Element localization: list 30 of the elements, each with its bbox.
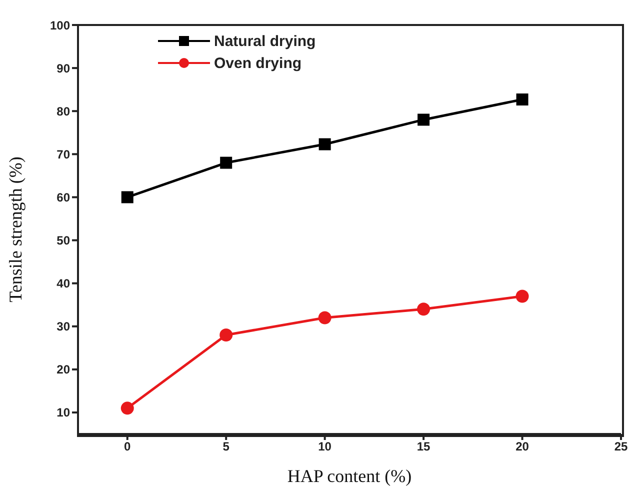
x-tick-label: 0 <box>124 440 132 454</box>
point <box>318 311 332 324</box>
point <box>220 156 232 169</box>
x-tick-label: 25 <box>614 440 628 454</box>
y-tick-label: 100 <box>50 18 70 32</box>
point <box>417 302 430 316</box>
y-tick-label: 70 <box>56 147 70 162</box>
x-tick-label: 5 <box>222 440 230 454</box>
point <box>220 328 233 342</box>
y-tick-label: 50 <box>56 234 70 248</box>
point <box>120 402 134 415</box>
x-axis-title: HAP content (%) <box>287 466 412 486</box>
point <box>318 138 331 150</box>
y-tick-label: 80 <box>56 104 70 118</box>
y-tick-label: 60 <box>56 190 70 204</box>
point <box>516 290 529 303</box>
x-tick-label: 15 <box>416 440 431 454</box>
y-axis-title: Tensile strength (%) <box>5 156 26 302</box>
point <box>121 191 134 204</box>
legend-label: Natural drying <box>214 32 316 50</box>
point <box>516 93 528 106</box>
x-tick-label: 20 <box>516 440 530 454</box>
y-tick-label: 40 <box>56 276 70 291</box>
y-tick-label: 90 <box>56 61 70 76</box>
y-tick-label: 10 <box>56 406 70 420</box>
point <box>418 114 430 126</box>
y-tick-label: 30 <box>56 320 70 334</box>
legend-label: Oven drying <box>214 54 302 72</box>
y-tick-label: 20 <box>56 362 70 377</box>
x-tick-label: 10 <box>318 440 332 454</box>
